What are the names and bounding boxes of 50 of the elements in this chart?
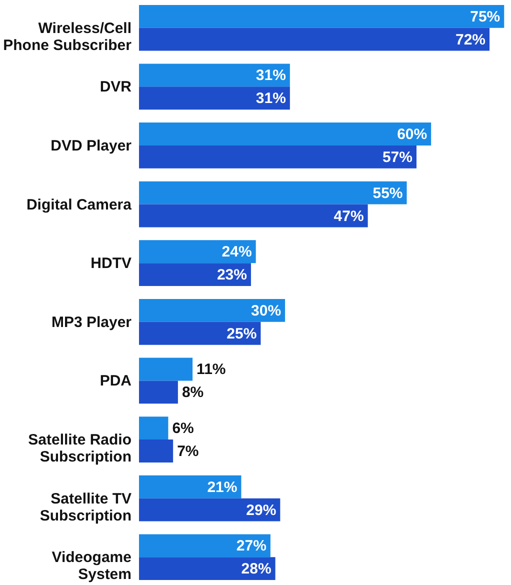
bar — [139, 475, 242, 498]
data-label: 23% — [216, 266, 247, 284]
bar — [139, 28, 490, 51]
bar — [139, 557, 276, 580]
data-label: 29% — [246, 502, 276, 519]
bar — [139, 416, 168, 440]
y-tick-label: Satellite Radio Subscription — [28, 432, 132, 466]
data-label: 21% — [207, 478, 238, 496]
bar — [139, 498, 280, 522]
y-tick-label: Wireless/Cell Phone Subscriber — [3, 20, 132, 54]
data-label: 60% — [397, 126, 428, 144]
data-label: 47% — [334, 208, 364, 225]
data-label: 6% — [172, 420, 194, 438]
bar — [139, 263, 251, 286]
data-label: 8% — [182, 384, 204, 402]
bar — [139, 358, 193, 381]
bar — [139, 298, 286, 322]
bar — [139, 534, 270, 558]
data-label: 11% — [196, 361, 226, 378]
bar — [139, 86, 290, 110]
data-label: 25% — [226, 325, 257, 342]
data-label: 55% — [372, 184, 403, 202]
y-tick-label: DVR — [100, 78, 132, 96]
bar — [139, 240, 256, 264]
y-tick-label: DVD Player — [50, 137, 132, 154]
bar — [139, 4, 504, 28]
data-label: 75% — [470, 8, 500, 26]
bar — [139, 64, 290, 87]
y-tick-label: Videogame System — [52, 549, 132, 584]
data-label: 31% — [256, 90, 286, 108]
y-tick-label: MP3 Player — [51, 314, 132, 331]
bar — [139, 122, 432, 146]
data-label: 30% — [251, 302, 282, 320]
y-tick-label: HDTV — [90, 255, 132, 272]
bar — [139, 204, 368, 228]
data-label: 31% — [256, 67, 286, 84]
bar — [139, 145, 416, 168]
y-tick-label: Satellite TV Subscription — [40, 490, 132, 524]
bar — [139, 380, 178, 404]
data-label: 57% — [382, 148, 412, 166]
data-label: 28% — [241, 560, 272, 578]
y-tick-label: PDA — [100, 372, 132, 390]
data-label: 27% — [236, 538, 266, 555]
y-tick-label: Digital Camera — [26, 196, 132, 214]
bar — [139, 440, 174, 462]
data-label: 24% — [222, 244, 252, 261]
data-label: 7% — [177, 442, 199, 460]
bar — [139, 181, 407, 204]
data-label: 72% — [455, 31, 486, 48]
bar — [139, 322, 261, 345]
